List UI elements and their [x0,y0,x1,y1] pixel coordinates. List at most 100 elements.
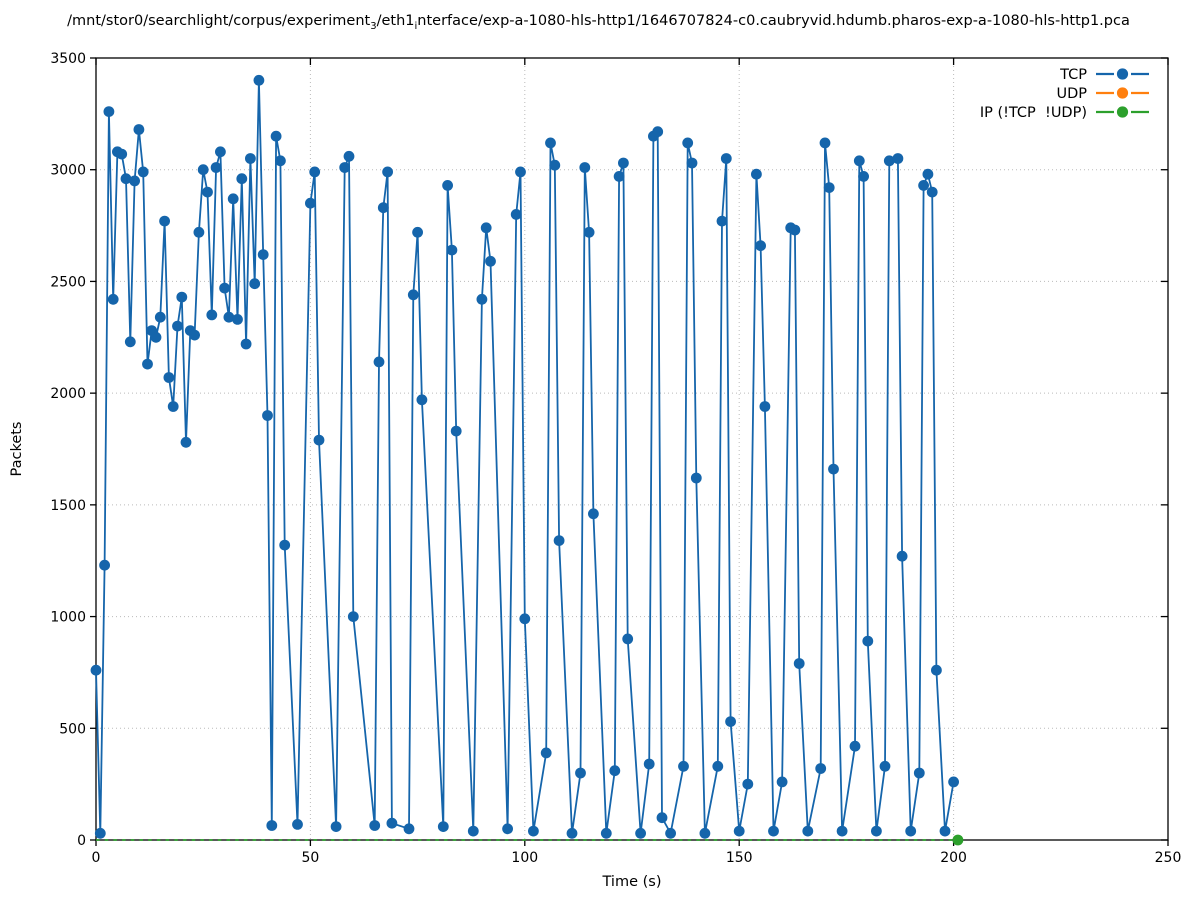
series-tcp-point [305,197,316,209]
series-tcp-point [223,311,235,323]
series-tcp-point [918,180,929,191]
series-tcp-point [137,166,149,178]
series-tcp-point [382,166,393,178]
series-tcp-line [95,80,955,836]
series-tcp-point [733,825,745,837]
series-tcp-point [369,820,381,831]
series-tcp-point [755,240,766,252]
series-tcp-point [519,613,531,625]
series-tcp-point [635,827,646,839]
series-tcp-point [682,137,694,149]
series-tcp-point [215,146,226,158]
svg-text:2500: 2500 [50,274,86,290]
svg-text:3000: 3000 [50,163,86,179]
series-tcp [90,74,959,839]
series-tcp-point [330,821,342,832]
series-tcp-point [154,311,166,323]
series-tcp-point [618,157,629,169]
series-tcp-point [450,425,462,437]
series-tcp-point [485,255,496,267]
series-tcp-point [939,825,951,837]
series-tcp-point [313,434,325,446]
series-tcp-point [716,215,728,227]
series-tcp-point [120,173,132,185]
series-tcp-point [167,401,179,412]
series-tcp-point [871,825,882,837]
series-tcp-point [759,401,771,412]
series-tcp-point [107,293,119,305]
series-tcp-point [270,130,282,142]
legend-item-tcp: TCP [1059,67,1149,83]
series-tcp-point [142,358,153,370]
series-tcp-point [202,186,213,198]
series-tcp-point [699,827,711,839]
legend-label-udp: UDP [1056,86,1087,102]
series-tcp-point [545,137,556,149]
series-ip-tcp-udp-point [952,834,964,846]
series-tcp-point [566,827,578,839]
series-tcp-point [339,162,351,173]
legend-sample-marker-icon [1116,106,1129,118]
series-tcp-point [347,611,359,622]
series-tcp-point [913,767,925,779]
series-tcp-point [686,157,698,169]
series-tcp-point [279,539,291,551]
series-tcp-point [652,126,664,138]
series-tcp-point [849,740,861,752]
svg-text:1000: 1000 [50,610,86,626]
series-tcp-point [583,226,595,238]
svg-text:3500: 3500 [50,51,86,67]
series-tcp-point [836,825,848,837]
legend-item-udp: UDP [1056,86,1149,102]
x-axis-label: Time (s) [602,874,662,890]
series-tcp-point [150,331,162,343]
series-tcp-point [819,137,831,149]
series-tcp-point [600,827,612,839]
series-tcp-point [853,155,865,167]
svg-text:500: 500 [59,721,86,737]
series-tcp-point [90,664,102,676]
series-tcp-point [892,153,904,164]
series-tcp-point [373,356,385,368]
series-tcp-point [275,155,286,167]
series-tcp-point [510,209,522,220]
tick-marks [90,57,1169,846]
series-tcp-point [159,215,171,227]
legend: TCP UDP IP (!TCP !UDP) [980,67,1149,121]
series-tcp-point [549,159,561,171]
x-tick-labels: 0 50 100 150 200 250 [92,850,1182,866]
series-tcp-point [896,550,908,562]
series-tcp-point [575,767,586,779]
series-tcp-point [922,168,934,180]
plot-border [95,57,1169,841]
series-tcp-point [232,314,243,325]
series-tcp-point [416,394,428,406]
series-tcp-point [678,760,689,772]
series-tcp-point [862,635,874,647]
title-subscript: i [414,20,418,32]
series-tcp-point [613,171,625,182]
legend-label-tcp: TCP [1059,67,1087,83]
series-tcp-point [197,164,209,176]
series-tcp-point [948,776,959,788]
series-tcp-point [103,106,115,117]
chart-title: /mnt/stor0/searchlight/corpus/experiment… [67,13,1130,32]
series-tcp-point [219,282,231,294]
svg-text:150: 150 [726,850,753,866]
series-tcp-point [609,765,621,777]
series-tcp-point [94,827,106,839]
series-tcp-point [751,168,762,180]
series-tcp-point [858,171,869,182]
series-tcp-point [249,278,261,290]
series-tcp-point [257,249,269,260]
series-tcp-point [262,410,273,421]
series-tcp-point [656,812,668,824]
svg-text:1500: 1500 [50,498,86,514]
series-tcp-point [437,821,449,832]
series-tcp-point [883,155,895,167]
legend-sample-marker-icon [1116,87,1129,99]
svg-text:0: 0 [92,850,101,866]
series-tcp-point [292,819,303,830]
series-tcp-point [622,633,634,645]
